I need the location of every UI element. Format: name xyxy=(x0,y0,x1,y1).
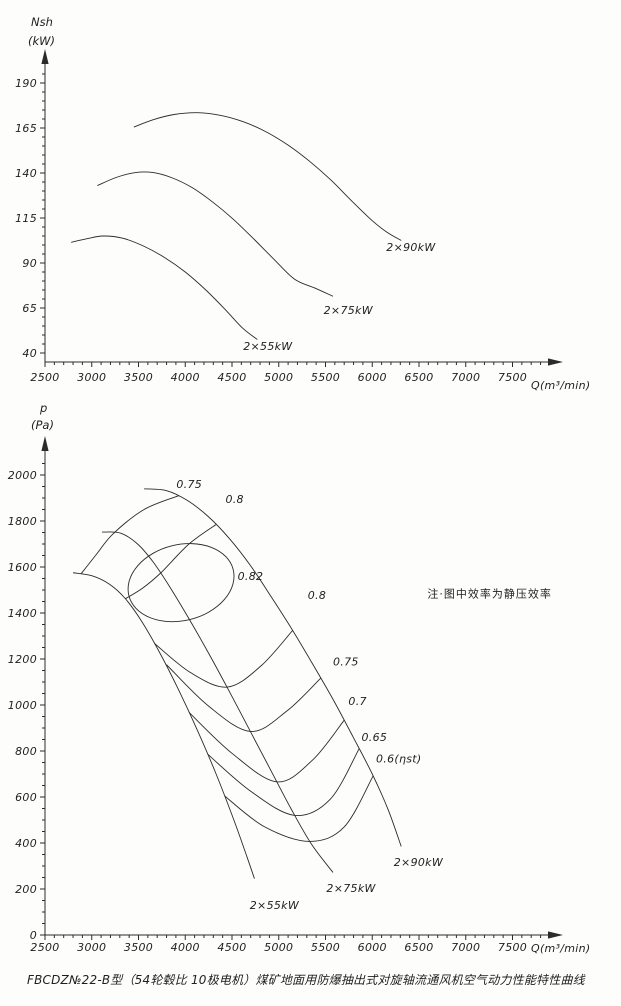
x-tick-label: 4000 xyxy=(171,941,200,954)
annotation-label: 0.75 xyxy=(333,655,359,668)
efficiency-contour-0.65 xyxy=(207,748,360,816)
efficiency-contour-closed-0.82 xyxy=(127,543,235,623)
annotation-label: 0.8 xyxy=(225,493,243,506)
y-axis-title: (kW) xyxy=(28,34,55,48)
y-tick-label: 65 xyxy=(22,302,37,315)
y-axis-arrow xyxy=(41,49,49,64)
curve-2-90kW xyxy=(133,112,402,241)
x-tick-label: 7500 xyxy=(498,371,527,384)
x-tick-label: 3500 xyxy=(124,941,153,954)
y-tick-label: 1000 xyxy=(8,699,37,712)
x-axis-arrow xyxy=(548,358,563,366)
efficiency-contour-0.75 xyxy=(166,664,322,732)
curve-2-90kW xyxy=(144,488,402,847)
annotation-label: 2×55kW xyxy=(243,340,293,353)
curve-2-55kW xyxy=(71,235,258,340)
x-tick-label: 5500 xyxy=(311,941,340,954)
x-tick-label: 3500 xyxy=(124,371,153,384)
x-tick-label: 2500 xyxy=(30,941,59,954)
y-tick-label: 115 xyxy=(15,212,37,225)
annotation-label: 0.82 xyxy=(238,570,264,583)
x-tick-label: 7500 xyxy=(498,941,527,954)
y-tick-label: 400 xyxy=(15,837,37,850)
annotation-label: 2×90kW xyxy=(394,856,444,869)
y-tick-label: 1600 xyxy=(8,561,37,574)
x-tick-label: 6000 xyxy=(358,941,387,954)
efficiency-contour-0.7 xyxy=(188,712,345,783)
efficiency-contour-0.8 xyxy=(154,629,294,688)
x-tick-label: 5000 xyxy=(264,371,293,384)
y-axis-title: (Pa) xyxy=(31,418,54,432)
annotation-label: 0.65 xyxy=(361,731,387,744)
curve-2-55kW xyxy=(72,572,255,879)
x-tick-label: 7000 xyxy=(451,371,480,384)
efficiency-contour-0.8 xyxy=(125,524,217,600)
annotation-label: 0.7 xyxy=(348,695,366,708)
y-tick-label: 90 xyxy=(22,257,37,270)
curve-2-75kW xyxy=(102,531,334,873)
x-axis-arrow xyxy=(548,931,563,939)
y-tick-label: 1200 xyxy=(8,653,37,666)
note-label: 注·图中效率为静压效率 xyxy=(427,586,552,600)
y-tick-label: 40 xyxy=(22,347,37,360)
annotation-label: 2×90kW xyxy=(386,241,436,254)
y-tick-label: 200 xyxy=(15,883,37,896)
x-tick-label: 3000 xyxy=(77,371,106,384)
x-tick-label: 7000 xyxy=(451,941,480,954)
annotation-label: 2×75kW xyxy=(324,304,374,317)
annotation-label: 2×55kW xyxy=(250,899,300,912)
x-tick-label: 4000 xyxy=(171,371,200,384)
x-axis-title: Q(m³/min) xyxy=(531,942,591,955)
y-tick-label: 800 xyxy=(15,745,37,758)
x-tick-label: 4500 xyxy=(217,941,246,954)
annotation-label: 0.75 xyxy=(176,478,202,491)
x-axis-title: Q(m³/min) xyxy=(531,379,591,392)
x-tick-label: 5500 xyxy=(311,371,340,384)
y-tick-label: 2000 xyxy=(8,469,37,482)
y-axis-title: Nsh xyxy=(31,15,53,29)
power-chart: 2500 3000 3500 4000 4500 5000 5500 6000 6500 7000… xyxy=(15,15,590,392)
annotation-label: 2×75kW xyxy=(326,882,376,895)
annotation-label: 0.6(ηst) xyxy=(376,753,422,766)
x-tick-label: 3000 xyxy=(77,941,106,954)
y-tick-label: 1400 xyxy=(8,607,37,620)
y-tick-label: 190 xyxy=(15,77,37,90)
x-tick-label: 6500 xyxy=(404,371,433,384)
y-tick-label: 0 xyxy=(30,929,37,942)
y-tick-label: 600 xyxy=(15,791,37,804)
y-tick-label: 1800 xyxy=(8,515,37,528)
efficiency-contour-0.6 xyxy=(224,775,374,842)
curve-2-75kW xyxy=(97,171,334,297)
x-tick-label: 2500 xyxy=(30,371,59,384)
annotation-label: 0.8 xyxy=(308,589,326,602)
y-tick-label: 140 xyxy=(15,167,37,180)
figure-caption: FBCDZ№22-B型（54轮毂比 10极电机）煤矿地面用防爆抽出式对旋轴流通风… xyxy=(27,973,586,987)
x-tick-label: 6000 xyxy=(358,371,387,384)
x-tick-label: 5000 xyxy=(264,941,293,954)
y-axis-title: p xyxy=(39,401,47,415)
x-tick-label: 4500 xyxy=(217,371,246,384)
pressure-chart: 2500 3000 3500 4000 4500 5000 5500 6000 6500 7000… xyxy=(8,401,591,955)
x-tick-label: 6500 xyxy=(404,941,433,954)
y-tick-label: 165 xyxy=(15,122,37,135)
y-axis-arrow xyxy=(41,436,49,451)
efficiency-contour-0.75 xyxy=(80,495,179,575)
